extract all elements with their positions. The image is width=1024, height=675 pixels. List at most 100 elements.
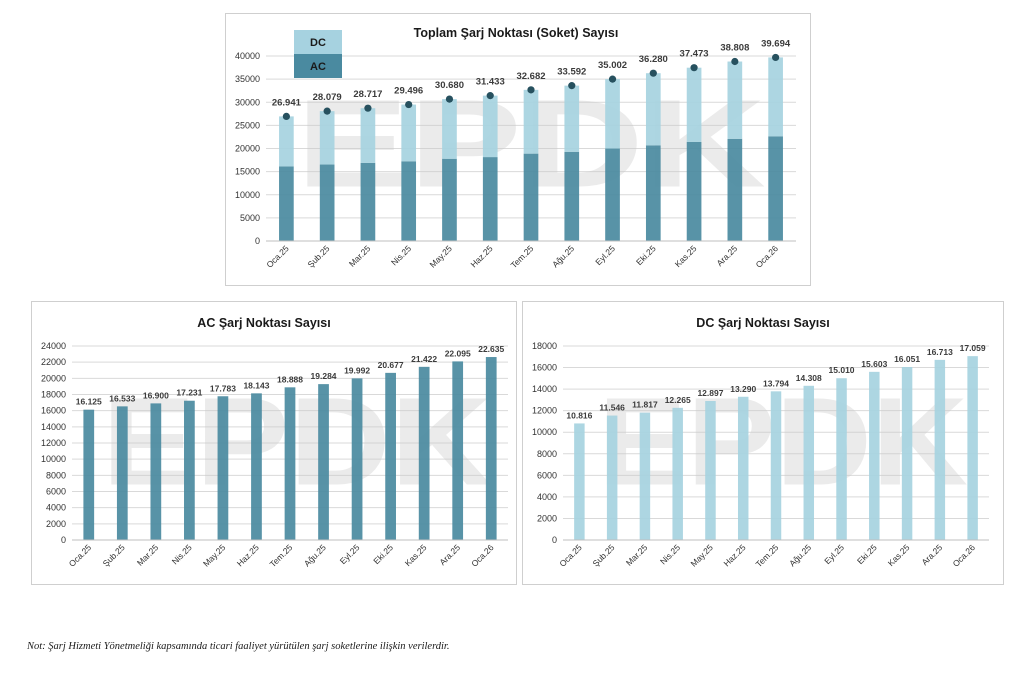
data-label: 33.592 [557,67,586,78]
bar-ac [319,164,335,241]
bar-ac [686,141,702,241]
data-label: 12.265 [665,395,691,405]
bar-dc [605,79,620,149]
x-tick-label: Tem.25 [509,243,536,270]
legend-label-ac: AC [310,61,326,73]
y-tick-label: 12000 [41,438,66,448]
x-tick-label: Şub.25 [590,542,616,568]
bar [418,366,430,540]
data-label: 10.816 [566,410,592,420]
y-tick-label: 6000 [46,487,66,497]
y-tick-label: 40000 [235,51,260,61]
bar-dc [768,57,783,137]
y-tick-label: 2000 [46,519,66,529]
y-tick-label: 35000 [235,74,260,84]
x-tick-label: Kas.25 [403,542,429,568]
total-chart-panel: Toplam Şarj Noktası (Soket) Sayısı 0 5000 1… [225,13,811,286]
data-label: 16.713 [927,347,953,357]
bar [934,359,946,540]
y-tick-label: 15000 [235,167,260,177]
ac-chart-panel: AC Şarj Noktası Sayısı 0 2000 4000 6000 8000 1… [31,301,517,585]
total-marker [772,53,780,62]
x-tick-label: May.25 [689,542,716,569]
bar-dc [319,111,335,165]
bar-ac [279,166,294,241]
bar-dc [442,99,457,159]
total-chart: Toplam Şarj Noktası (Soket) Sayısı 0 5000 1… [235,26,796,270]
data-label: 18.888 [277,374,303,384]
x-tick-label: Eki.25 [634,243,658,267]
data-label: 19.284 [311,371,337,381]
data-label: 31.433 [476,77,505,88]
bar-dc [360,108,376,163]
bar-ac [523,153,539,241]
bar [901,367,913,540]
bar-ac [727,138,743,241]
bar-dc [523,89,539,154]
bar [836,378,847,540]
y-tick-label: 16000 [41,406,66,416]
y-tick-label: 2000 [537,513,557,523]
data-label: 35.002 [598,60,627,71]
y-tick-label: 4000 [537,492,557,502]
y-tick-label: 25000 [235,120,260,130]
data-label: 16.051 [894,354,920,364]
bar [116,406,128,540]
x-tick-label: Eki.25 [855,542,879,566]
data-label: 18.143 [243,380,269,390]
y-tick-label: 0 [61,535,66,545]
bar [672,407,683,540]
data-label: 17.059 [960,343,986,353]
data-label: 15.010 [829,365,855,375]
legend-label-dc: DC [310,37,326,49]
bar-dc [401,104,417,162]
watermark-text: EPDK [598,373,968,512]
total-marker [445,95,454,103]
bar-ac [564,151,580,241]
data-label: 16.533 [109,393,135,403]
chart-title: Toplam Şarj Noktası (Soket) Sayısı [414,26,619,40]
x-tick-label: Kas.25 [673,243,699,269]
data-label: 28.079 [313,92,342,103]
dc-chart: DC Şarj Noktası Sayısı 0 2000 4000 6000 8000 1… [532,316,989,569]
dc-chart-panel: DC Şarj Noktası Sayısı 0 2000 4000 6000 8000 1… [522,301,1004,585]
bar [385,372,396,540]
x-tick-label: Mar.25 [135,542,161,568]
y-tick-label: 10000 [235,190,260,200]
x-tick-label: Eyl.25 [822,542,846,566]
bar [803,385,815,540]
bar [639,412,651,540]
y-tick-label: 14000 [41,422,66,432]
bar [83,409,95,540]
x-tick-label: Tem.25 [268,542,295,569]
x-tick-label: Oca.26 [754,243,781,270]
bar-ac [442,158,457,241]
bar-ac [768,136,783,241]
bar [351,378,363,540]
total-marker [405,100,413,109]
data-label: 17.231 [176,388,202,398]
bar [150,403,162,540]
data-label: 36.280 [639,54,668,65]
data-label: 17.783 [210,383,236,393]
y-tick-label: 30000 [235,97,260,107]
total-marker [608,75,617,83]
total-marker [323,107,331,115]
x-tick-label: Nis.25 [170,542,194,566]
data-label: 14.308 [796,373,822,383]
x-tick-label: Tem.25 [754,542,781,569]
bar-ac [360,162,376,241]
data-label: 26.941 [272,97,302,108]
data-label: 15.603 [861,359,887,369]
x-tick-label: Kas.25 [886,542,912,568]
x-tick-label: Şub.25 [101,542,127,568]
total-marker [731,57,739,66]
x-tick-label: Nis.25 [389,243,413,267]
x-tick-label: Ara.25 [437,542,462,567]
bar [737,396,749,540]
y-tick-label: 8000 [46,470,66,480]
bar [184,400,195,540]
ac-chart: AC Şarj Noktası Sayısı 0 2000 4000 6000 8000 1… [41,316,508,569]
bar [869,371,880,540]
x-tick-label: Oca.25 [67,542,94,569]
